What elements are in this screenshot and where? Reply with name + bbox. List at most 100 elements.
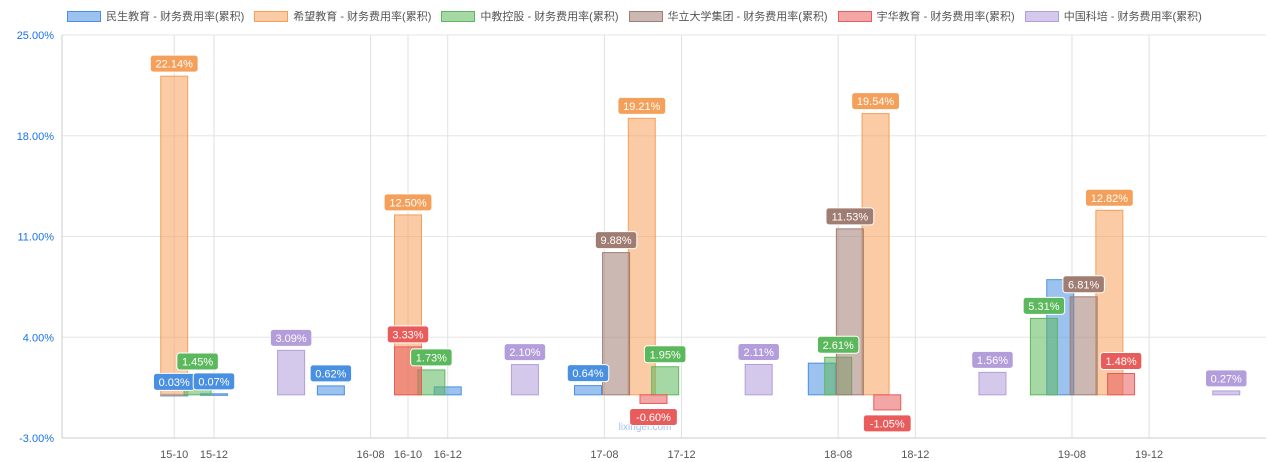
data-label-bg [383,193,433,212]
x-tick-label: 17-12 [667,449,695,461]
data-label-text: 0.07% [198,376,229,388]
data-label-bg [309,364,353,383]
data-label-bg [851,92,900,111]
data-label: 1.56% [971,350,1014,369]
bar[interactable] [744,363,773,396]
data-label-text: 0.03% [159,377,190,389]
data-label-text: -0.60% [636,412,671,424]
bar[interactable] [316,385,345,396]
data-label: 9.88% [594,231,638,250]
data-label-bg [629,407,678,426]
data-label-text: 22.14% [156,59,194,71]
legend-swatch [441,10,476,22]
data-label-text: 2.10% [509,347,540,359]
data-label-bg [410,348,453,367]
data-label-bg [192,372,236,391]
watermark: lixinger.com [619,422,672,433]
data-label-text: 1.56% [977,355,1008,367]
x-tick-label: 19-12 [1135,449,1163,461]
legend-item[interactable]: 中国科培 - 财务费用率(累积) [1024,8,1202,24]
data-label-bg [1205,369,1248,388]
legend-label: 中国科培 - 财务费用率(累积) [1063,11,1202,23]
legend-item[interactable]: 希望教育 - 财务费用率(累积) [254,8,431,24]
data-label-text: -1.05% [870,418,905,430]
data-label-bg [566,364,610,383]
data-label-bg [1084,188,1134,207]
x-tick-label: 15-12 [200,449,228,461]
x-tick-label: 18-08 [824,449,852,461]
bar[interactable] [510,364,539,396]
data-label: 0.62% [309,364,353,383]
data-label: 1.73% [410,348,453,367]
bar[interactable] [639,394,668,404]
axes-layer: 25.00% 18.00% 11.00% 4.00% -3.00% 15-10 15-12 1… [17,30,1266,461]
chart-legend: 民生教育 - 财务费用率(累积) 希望教育 - 财务费用率(累积) 中教控股 - 财… [0,8,1269,24]
legend-item[interactable]: 宇华教育 - 财务费用率(累积) [837,8,1015,24]
data-label-bg [503,343,547,362]
data-label: 11.53% [825,207,875,226]
data-label-bg [971,350,1014,369]
legend-swatch [837,10,872,22]
data-label: 22.14% [149,54,199,73]
data-label-bg [816,335,860,354]
y-tick-label: 11.00% [18,232,55,244]
bar[interactable] [873,394,902,411]
bar[interactable] [1069,296,1098,396]
bar[interactable] [1029,317,1058,396]
legend-item[interactable]: 华立大学集团 - 财务费用率(累积) [628,8,828,24]
data-label-bg [643,345,687,364]
y-tick-label: 25.00% [17,30,55,42]
bar[interactable] [417,369,446,396]
bar[interactable] [651,366,680,396]
bar[interactable] [1212,390,1241,396]
data-label-bg [149,54,199,73]
bar[interactable] [1107,373,1136,396]
data-label-bg [176,352,219,371]
data-label-text: 2.61% [823,340,854,352]
data-label-bg [825,207,875,226]
legend-swatch [67,10,102,22]
y-tick-label: -3.00% [19,433,54,445]
data-label-bg [737,342,780,361]
data-label: 0.27% [1205,369,1248,388]
bar[interactable] [978,371,1007,396]
data-label: 19.21% [617,96,667,115]
data-label-text: 1.48% [1105,356,1136,368]
data-label-text: 12.82% [1091,193,1129,205]
labels-layer: 0.03% 0.07% 0.62% 0.64% 22.14% 12.50% 19.21% 19… [149,54,1248,433]
data-label: 0.64% [566,364,610,383]
bar[interactable] [574,385,603,396]
bar[interactable] [160,75,189,396]
y-tick-label: 18.00% [17,131,55,143]
legend-label: 宇华教育 - 财务费用率(累积) [876,11,1015,23]
data-label-text: 2.11% [743,347,774,359]
x-tick-label: 16-10 [394,449,422,461]
data-label-text: 19.54% [857,96,895,108]
data-label-text: 1.73% [416,352,447,364]
data-label: 3.09% [269,328,313,347]
data-label: 0.07% [192,372,236,391]
data-label: 5.31% [1022,296,1066,315]
data-label-bg [594,231,638,250]
legend-item[interactable]: 中教控股 - 财务费用率(累积) [441,8,619,24]
bar[interactable] [835,228,864,396]
bar[interactable] [277,349,306,396]
data-label-bg [1022,296,1066,315]
legend-label: 民生教育 - 财务费用率(累积) [106,11,245,23]
bar[interactable] [861,113,890,396]
data-label-text: 11.53% [832,211,869,223]
data-label-text: 3.33% [392,329,423,341]
x-tick-label: 16-12 [434,449,462,461]
data-label-text: 0.62% [315,368,346,380]
x-tick-label: 16-08 [357,449,385,461]
data-label-text: 19.21% [623,101,661,113]
legend-label: 华立大学集团 - 财务费用率(累积) [667,11,828,23]
bars-layer [160,75,1241,411]
data-label: 6.81% [1062,275,1105,294]
data-label-text: 12.50% [389,197,427,209]
data-label: 3.33% [386,325,430,344]
legend-item[interactable]: 民生教育 - 财务费用率(累积) [67,8,244,24]
legend-label: 中教控股 - 财务费用率(累积) [480,11,619,23]
data-label-bg [1099,352,1143,371]
